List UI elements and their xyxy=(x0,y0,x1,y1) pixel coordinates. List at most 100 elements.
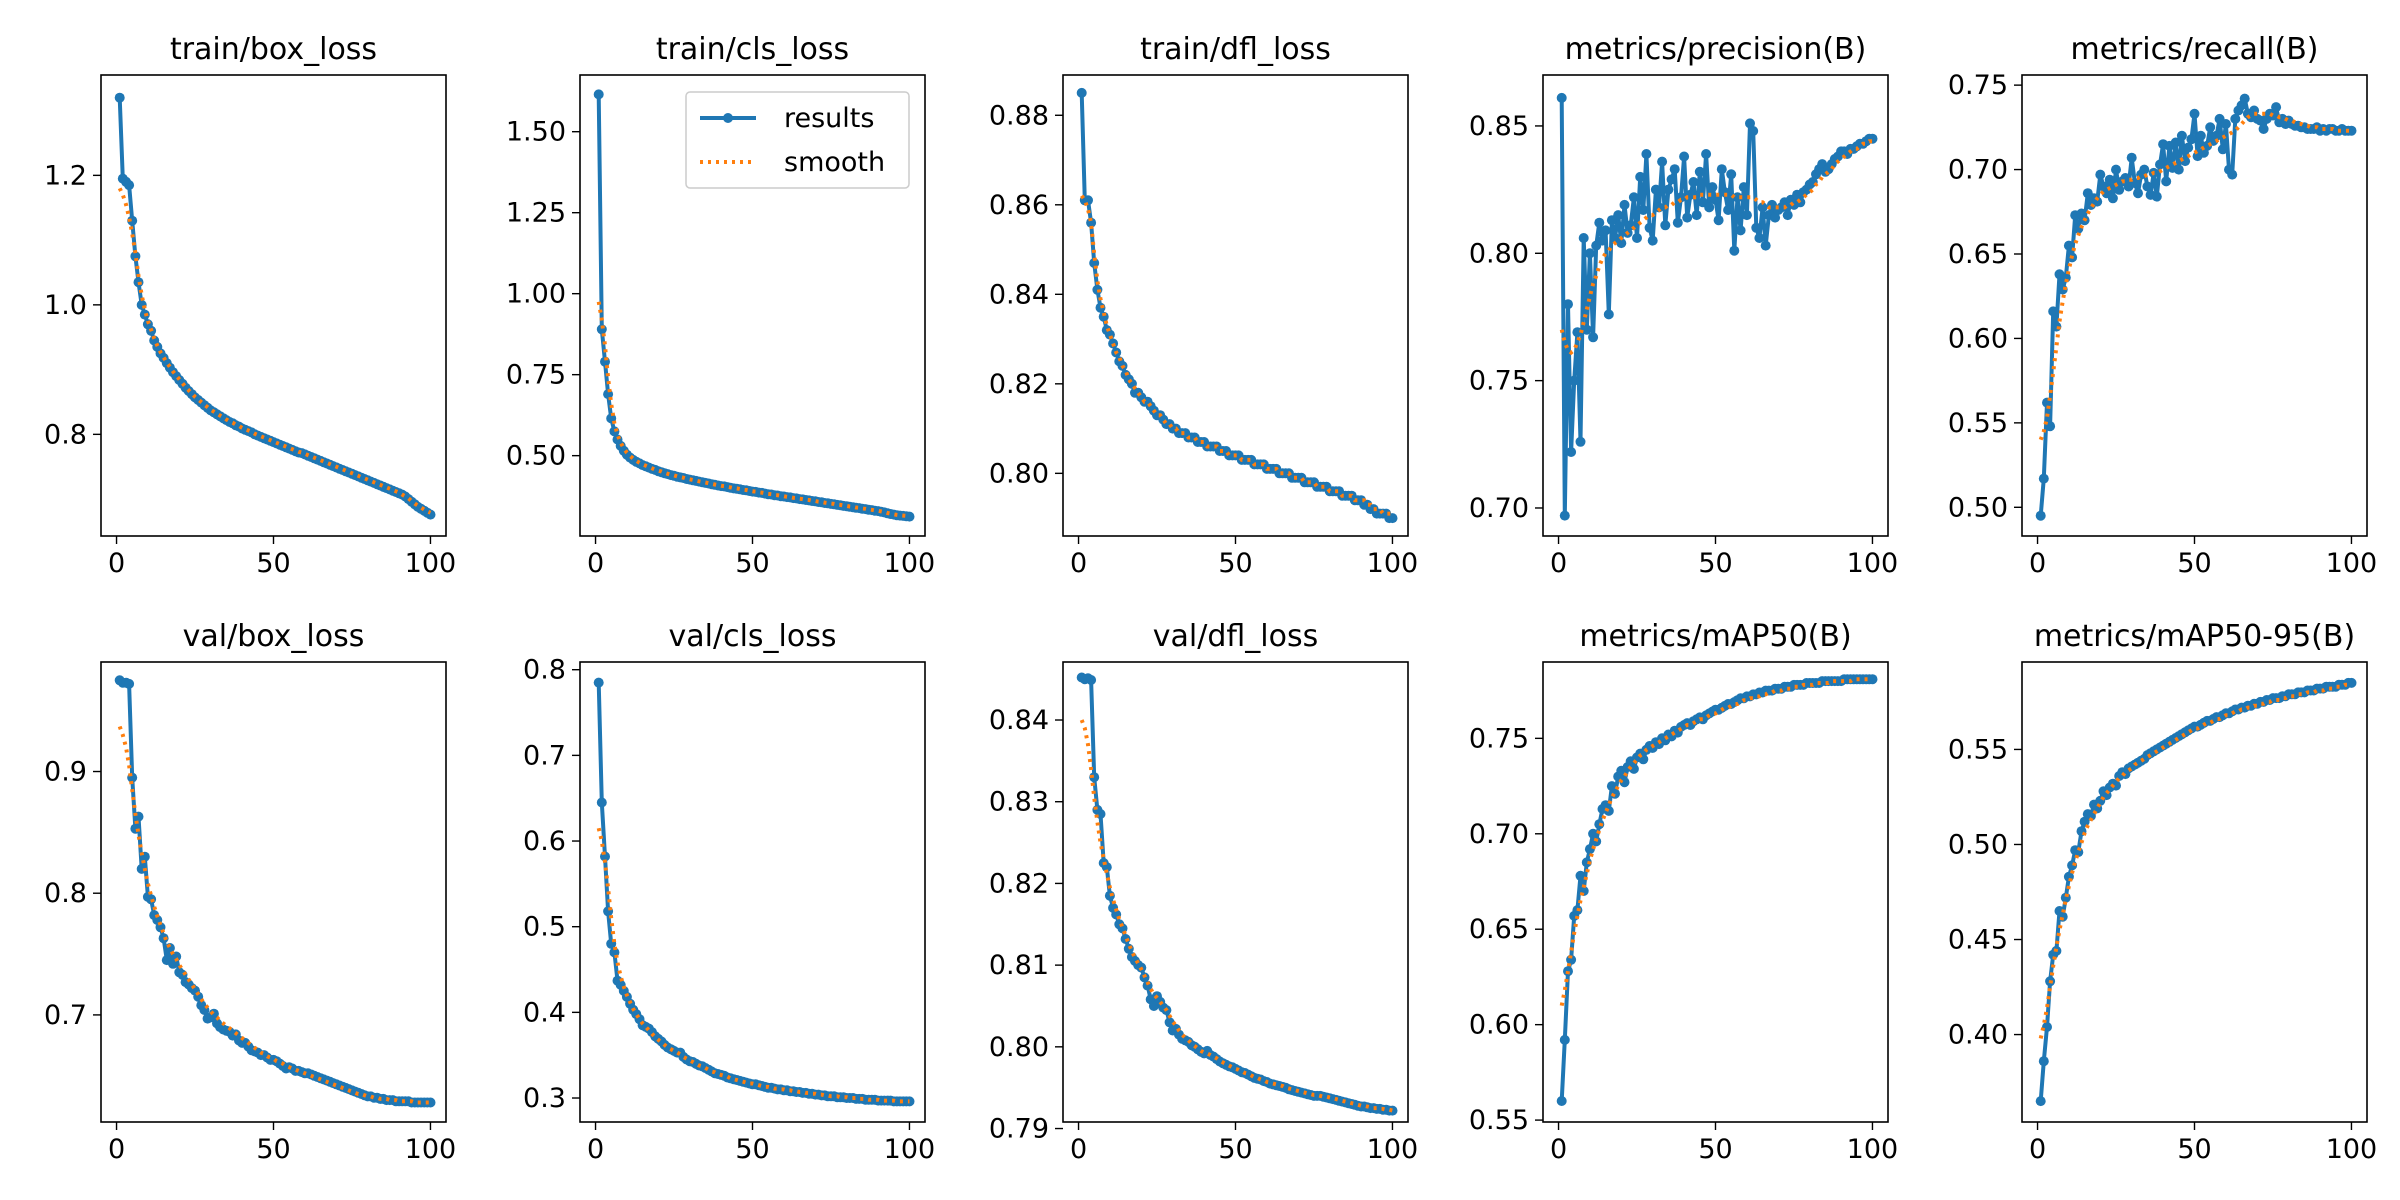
axes-frame xyxy=(1542,74,1889,537)
x-tick-label: 100 xyxy=(405,1134,457,1165)
results-point xyxy=(2346,125,2357,136)
results-point xyxy=(1606,781,1617,792)
x-tick-label: 100 xyxy=(2326,1134,2378,1165)
results-point xyxy=(1867,674,1878,685)
results-point xyxy=(2346,677,2357,688)
results-point xyxy=(1632,233,1642,243)
results-point xyxy=(1701,149,1712,159)
results-point xyxy=(1660,220,1671,231)
results-point xyxy=(1588,332,1599,343)
results-point xyxy=(1584,844,1595,855)
smooth-series-line xyxy=(117,725,431,1105)
results-point xyxy=(2035,1096,2046,1107)
subplot-title: metrics/precision(B) xyxy=(1565,32,1867,67)
legend-results-marker xyxy=(723,113,733,123)
results-point xyxy=(1600,225,1611,236)
results-point xyxy=(1707,182,1718,193)
results-point xyxy=(1108,338,1119,349)
results-point xyxy=(1757,202,1768,213)
results-point xyxy=(2189,108,2200,119)
smooth-series-line xyxy=(2038,682,2352,1039)
x-tick-label: 0 xyxy=(1550,1134,1567,1165)
results-point xyxy=(1628,763,1639,774)
y-tick-label: 0.84 xyxy=(989,705,1049,736)
x-tick-label: 0 xyxy=(108,1134,125,1165)
smooth-series-line xyxy=(1079,719,1394,1113)
results-point xyxy=(1581,857,1592,868)
axes-frame xyxy=(2021,661,2368,1123)
results-point xyxy=(1782,210,1793,221)
results-point xyxy=(1751,222,1762,233)
results-point xyxy=(2173,164,2184,175)
results-point xyxy=(2038,1056,2049,1067)
results-point xyxy=(2205,122,2216,133)
y-tick-label: 0.65 xyxy=(1948,239,2008,270)
results-point xyxy=(1735,225,1746,236)
results-point xyxy=(2085,811,2096,821)
plot-area xyxy=(2035,93,2357,521)
y-tick-label: 0.79 xyxy=(989,1114,1049,1145)
results-point xyxy=(1867,133,1878,144)
results-point xyxy=(425,509,436,520)
y-tick-label: 0.75 xyxy=(1948,70,2008,101)
results-point xyxy=(2220,119,2231,129)
results-point xyxy=(1719,187,1730,198)
subplot-title: val/box_loss xyxy=(183,619,365,654)
plot-area xyxy=(1556,674,1878,1106)
results-point xyxy=(1635,171,1646,182)
subplot-title: train/dfl_loss xyxy=(1140,32,1331,67)
y-tick-label: 0.80 xyxy=(1469,238,1529,269)
y-tick-label: 0.7 xyxy=(44,1000,87,1031)
y-tick-label: 0.75 xyxy=(1469,723,1529,754)
y-tick-label: 1.2 xyxy=(44,160,87,191)
results-point xyxy=(1710,194,1721,205)
results-point xyxy=(171,951,182,962)
results-point xyxy=(1164,1017,1175,1028)
results-point xyxy=(596,797,607,808)
results-point xyxy=(2111,164,2121,175)
y-tick-label: 0.45 xyxy=(1948,925,2008,956)
x-tick-label: 50 xyxy=(1218,548,1252,579)
results-point xyxy=(1628,192,1639,203)
results-point xyxy=(1619,199,1630,210)
subplot-title: val/cls_loss xyxy=(669,619,837,654)
y-tick-label: 0.60 xyxy=(1948,323,2008,354)
x-tick-label: 0 xyxy=(108,548,125,579)
results-point xyxy=(1694,166,1705,177)
results-point xyxy=(2048,306,2059,317)
results-series-line xyxy=(1559,677,1873,1102)
x-tick-label: 0 xyxy=(2029,1134,2046,1165)
results-point xyxy=(1760,240,1771,251)
results-point xyxy=(208,1008,219,1019)
axes-frame xyxy=(100,74,447,537)
y-tick-label: 0.4 xyxy=(523,997,566,1028)
x-tick-label: 100 xyxy=(1847,548,1899,579)
smooth-series-line xyxy=(596,827,910,1104)
y-tick-label: 0.7 xyxy=(523,740,566,771)
legend-label: smooth xyxy=(784,147,885,178)
results-series-line xyxy=(118,678,431,1105)
results-point xyxy=(2151,191,2162,202)
y-tick-label: 0.55 xyxy=(1469,1105,1529,1136)
x-tick-label: 100 xyxy=(884,1134,936,1165)
results-point xyxy=(1076,87,1087,98)
plot-area xyxy=(114,675,436,1108)
results-point xyxy=(1556,92,1567,103)
results-point xyxy=(1566,447,1577,457)
x-tick-label: 50 xyxy=(2177,548,2211,579)
x-tick-label: 0 xyxy=(1070,1134,1087,1165)
y-tick-label: 0.80 xyxy=(989,1032,1049,1063)
x-tick-label: 100 xyxy=(405,548,457,579)
subplot-train-box-loss: train/box_loss 0 50 100 0.8 1.0 1.2 xyxy=(44,32,456,579)
results-point xyxy=(1556,1096,1567,1106)
results-point xyxy=(136,299,147,310)
results-point xyxy=(1638,205,1649,215)
y-tick-label: 0.55 xyxy=(1948,734,2008,765)
y-tick-label: 0.50 xyxy=(1948,492,2008,523)
plot-area xyxy=(1556,92,1878,521)
subplot-val-box-loss: val/box_loss 0 50 100 0.7 0.8 0.9 xyxy=(44,619,456,1165)
results-point xyxy=(124,180,135,191)
results-point xyxy=(2195,130,2206,141)
results-point xyxy=(1559,1034,1570,1045)
results-point xyxy=(593,677,604,688)
